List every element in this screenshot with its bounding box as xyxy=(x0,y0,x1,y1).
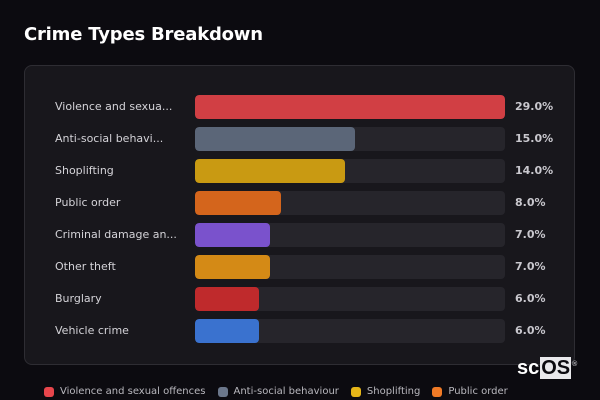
bar-label: Shoplifting xyxy=(55,164,114,177)
bar-track xyxy=(195,255,505,279)
legend-item[interactable]: Violence and sexual offences xyxy=(44,386,206,397)
bar-value: 6.0% xyxy=(515,292,546,305)
bar-value: 6.0% xyxy=(515,324,546,337)
chart-card: Violence and sexua... 29.0% Anti-social … xyxy=(24,65,575,365)
legend-label: Anti-social behaviour xyxy=(233,386,339,397)
bar-row[interactable]: Violence and sexua... 29.0% xyxy=(25,95,574,127)
legend-item[interactable]: Public order xyxy=(432,386,508,397)
bar-row[interactable]: Shoplifting 14.0% xyxy=(25,159,574,191)
bar-track xyxy=(195,287,505,311)
chart-legend: Violence and sexual offences Anti-social… xyxy=(44,386,508,397)
bar-label: Other theft xyxy=(55,260,116,273)
bar-row[interactable]: Vehicle crime 6.0% xyxy=(25,319,574,351)
bar-row[interactable]: Other theft 7.0% xyxy=(25,255,574,287)
legend-swatch-icon xyxy=(350,386,361,397)
legend-swatch-icon xyxy=(44,386,54,397)
logo-prefix: sc xyxy=(517,357,540,379)
brand-logo: sc OS ® xyxy=(517,357,577,379)
bar-value: 7.0% xyxy=(515,260,546,273)
bar-track xyxy=(195,159,505,183)
bar-fill xyxy=(195,319,260,343)
logo-highlight: OS xyxy=(540,357,572,379)
bar-fill xyxy=(195,95,505,119)
page-title: Crime Types Breakdown xyxy=(24,24,263,45)
bar-fill xyxy=(195,223,270,247)
legend-swatch-icon xyxy=(432,386,443,397)
bar-label: Criminal damage an... xyxy=(55,228,177,241)
bar-value: 29.0% xyxy=(515,100,554,113)
legend-item[interactable]: Anti-social behaviour xyxy=(217,386,339,397)
bar-value: 8.0% xyxy=(515,196,546,209)
bar-fill xyxy=(195,127,356,151)
legend-label: Public order xyxy=(448,386,508,397)
bar-value: 7.0% xyxy=(515,228,546,241)
bar-label: Public order xyxy=(55,196,121,209)
legend-label: Shoplifting xyxy=(366,386,421,397)
bar-row[interactable]: Public order 8.0% xyxy=(25,191,574,223)
bar-row[interactable]: Burglary 6.0% xyxy=(25,287,574,319)
bar-value: 15.0% xyxy=(515,132,554,145)
bar-fill xyxy=(195,287,260,311)
legend-item[interactable]: Shoplifting xyxy=(350,386,421,397)
bar-track xyxy=(195,191,505,215)
bar-label: Anti-social behavi... xyxy=(55,132,164,145)
bar-track xyxy=(195,223,505,247)
legend-label: Violence and sexual offences xyxy=(60,386,206,397)
registered-mark-icon: ® xyxy=(572,361,578,368)
legend-swatch-icon xyxy=(217,386,228,397)
bar-label: Violence and sexua... xyxy=(55,100,173,113)
bar-row[interactable]: Anti-social behavi... 15.0% xyxy=(25,127,574,159)
bar-track xyxy=(195,127,505,151)
bar-track xyxy=(195,319,505,343)
bar-track xyxy=(195,95,505,119)
bar-fill xyxy=(195,191,281,215)
bar-row[interactable]: Criminal damage an... 7.0% xyxy=(25,223,574,255)
bar-label: Burglary xyxy=(55,292,102,305)
bar-fill xyxy=(195,159,345,183)
bar-value: 14.0% xyxy=(515,164,554,177)
bar-rows: Violence and sexua... 29.0% Anti-social … xyxy=(25,95,574,351)
bar-fill xyxy=(195,255,270,279)
bar-label: Vehicle crime xyxy=(55,324,129,337)
